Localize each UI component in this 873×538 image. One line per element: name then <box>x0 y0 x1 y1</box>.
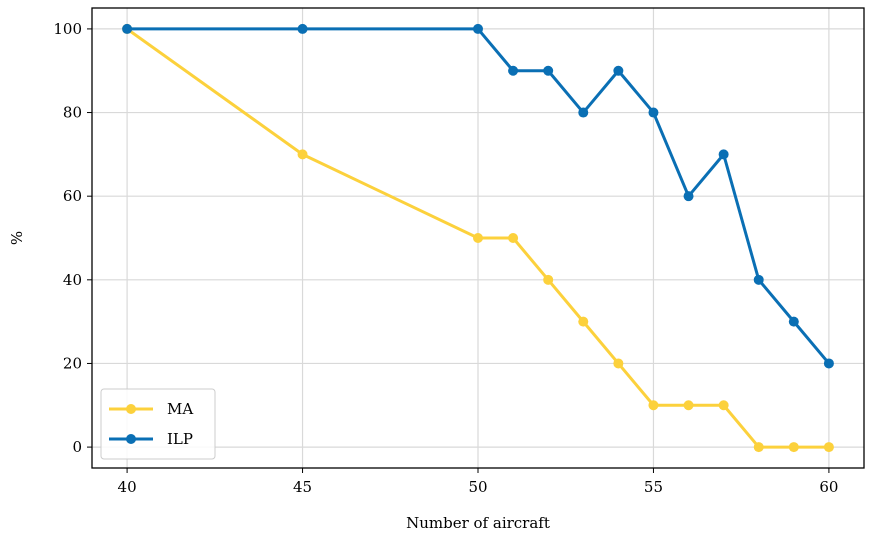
data-point-ilp <box>648 107 659 118</box>
data-point-ilp <box>473 23 483 34</box>
y-tick-label: 0 <box>72 438 82 456</box>
data-point-ma <box>297 149 308 160</box>
x-tick-label: 55 <box>644 478 663 496</box>
data-point-ma <box>788 442 799 453</box>
data-point-ma <box>683 400 694 411</box>
data-point-ilp <box>543 65 554 76</box>
legend-marker-ma <box>126 404 136 414</box>
series-layer <box>122 23 834 453</box>
x-tick-label: 50 <box>468 478 487 496</box>
data-point-ilp <box>753 274 764 285</box>
axis-ticks: 40 45 50 55 60 0 20 40 60 80 100 <box>53 20 838 496</box>
data-point-ilp <box>788 316 799 327</box>
y-tick-label: 40 <box>63 271 82 289</box>
legend-label-ma: MA <box>167 400 193 418</box>
data-point-ma <box>578 316 589 327</box>
x-axis-label: Number of aircraft <box>406 514 550 532</box>
y-tick-label: 100 <box>53 20 82 38</box>
y-axis-label: % <box>8 231 26 245</box>
data-point-ma <box>718 400 729 411</box>
legend: MA ILP <box>100 388 216 460</box>
y-tick-label: 20 <box>63 354 82 372</box>
x-tick-label: 60 <box>819 478 838 496</box>
data-point-ma <box>613 358 624 369</box>
y-tick-label: 60 <box>63 187 82 205</box>
data-point-ilp <box>718 149 729 160</box>
data-point-ilp <box>823 358 834 369</box>
data-point-ma <box>508 233 519 243</box>
data-point-ma <box>753 442 764 453</box>
legend-marker-ilp <box>126 434 136 444</box>
legend-label-ilp: ILP <box>167 430 193 448</box>
data-point-ilp <box>297 23 308 34</box>
data-point-ilp <box>508 65 519 76</box>
data-point-ma <box>543 274 554 285</box>
legend-box <box>100 388 216 460</box>
data-point-ilp <box>578 107 589 118</box>
series-ilp <box>122 23 834 369</box>
data-point-ma <box>823 442 834 453</box>
data-point-ma <box>648 400 659 411</box>
y-tick-label: 80 <box>63 104 82 122</box>
data-point-ma <box>473 233 483 243</box>
data-point-ilp <box>613 65 624 76</box>
x-tick-label: 40 <box>118 478 137 496</box>
x-tick-label: 45 <box>293 478 312 496</box>
data-point-ilp <box>122 23 133 34</box>
data-point-ilp <box>683 191 694 202</box>
